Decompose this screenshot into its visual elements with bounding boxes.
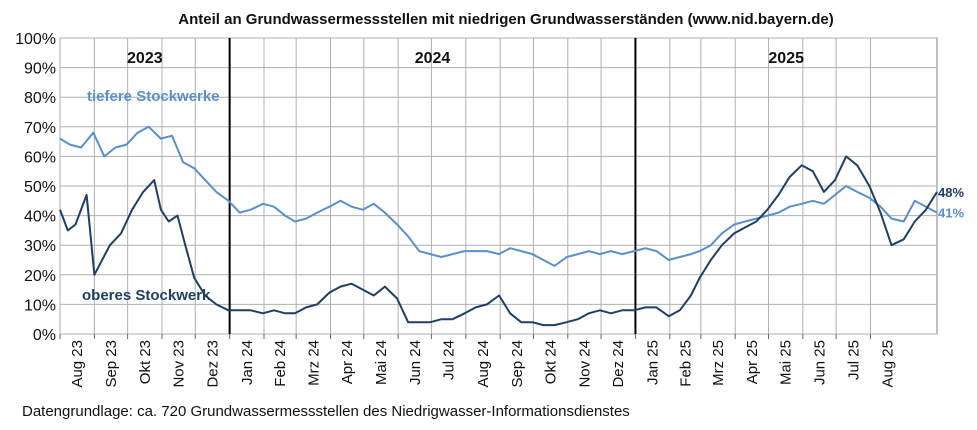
x-tick-label: Aug 24: [475, 340, 492, 388]
x-tick-label: Sep 24: [509, 340, 526, 388]
x-tick-label: Apr 25: [744, 340, 761, 384]
x-tick-label: Dez 24: [610, 340, 627, 388]
x-tick-label: Mai 25: [778, 340, 795, 385]
y-tick-label: 0%: [33, 327, 56, 344]
x-tick-label: Jul 25: [845, 340, 862, 380]
x-tick-label: Jul 24: [441, 340, 458, 380]
x-tick-label: Dez 23: [204, 340, 221, 388]
x-tick-label: Aug 25: [880, 340, 897, 388]
x-tick-label: Mai 24: [373, 340, 390, 385]
x-tick-label: Jun 25: [811, 340, 828, 385]
y-tick-label: 20%: [24, 268, 56, 285]
year-label: 2024: [415, 50, 451, 67]
end-value-label: 48%: [938, 185, 964, 200]
x-tick-label: Okt 23: [137, 340, 154, 384]
chart-title: Anteil an Grundwassermessstellen mit nie…: [178, 11, 833, 28]
x-tick-label: Jan 24: [239, 340, 256, 385]
series-line: [59, 155, 938, 327]
year-label: 2023: [127, 50, 163, 67]
x-tick-label: Mrz 24: [305, 340, 322, 386]
source-note: Datengrundlage: ca. 720 Grundwassermesss…: [22, 403, 630, 420]
y-tick-label: 60%: [24, 149, 56, 166]
year-label: 2025: [768, 50, 804, 67]
x-tick-label: Aug 23: [69, 340, 86, 388]
x-tick-label: Sep 23: [103, 340, 120, 388]
y-tick-label: 10%: [24, 297, 56, 314]
x-tick-label: Mrz 25: [710, 340, 727, 386]
y-tick-label: 70%: [24, 120, 56, 137]
x-tick-label: Feb 25: [677, 340, 694, 387]
x-tick-label: Feb 24: [272, 340, 289, 387]
y-tick-label: 90%: [24, 61, 56, 78]
y-tick-label: 50%: [24, 179, 56, 196]
x-tick-label: Nov 24: [576, 340, 593, 388]
end-value-label: 41%: [938, 206, 964, 221]
x-tick-label: Jan 25: [645, 340, 662, 385]
series-label-oberes: oberes Stockwerk: [82, 287, 211, 304]
y-tick-label: 100%: [15, 31, 56, 48]
y-tick-label: 30%: [24, 238, 56, 255]
series-label-tiefere: tiefere Stockwerke: [87, 88, 220, 105]
y-tick-label: 80%: [24, 90, 56, 107]
series-line: [59, 125, 938, 267]
y-tick-label: 40%: [24, 209, 56, 226]
x-tick-label: Jun 24: [407, 340, 424, 385]
x-tick-label: Apr 24: [339, 340, 356, 384]
x-tick-label: Nov 23: [171, 340, 188, 388]
x-tick-label: Okt 24: [543, 340, 560, 384]
